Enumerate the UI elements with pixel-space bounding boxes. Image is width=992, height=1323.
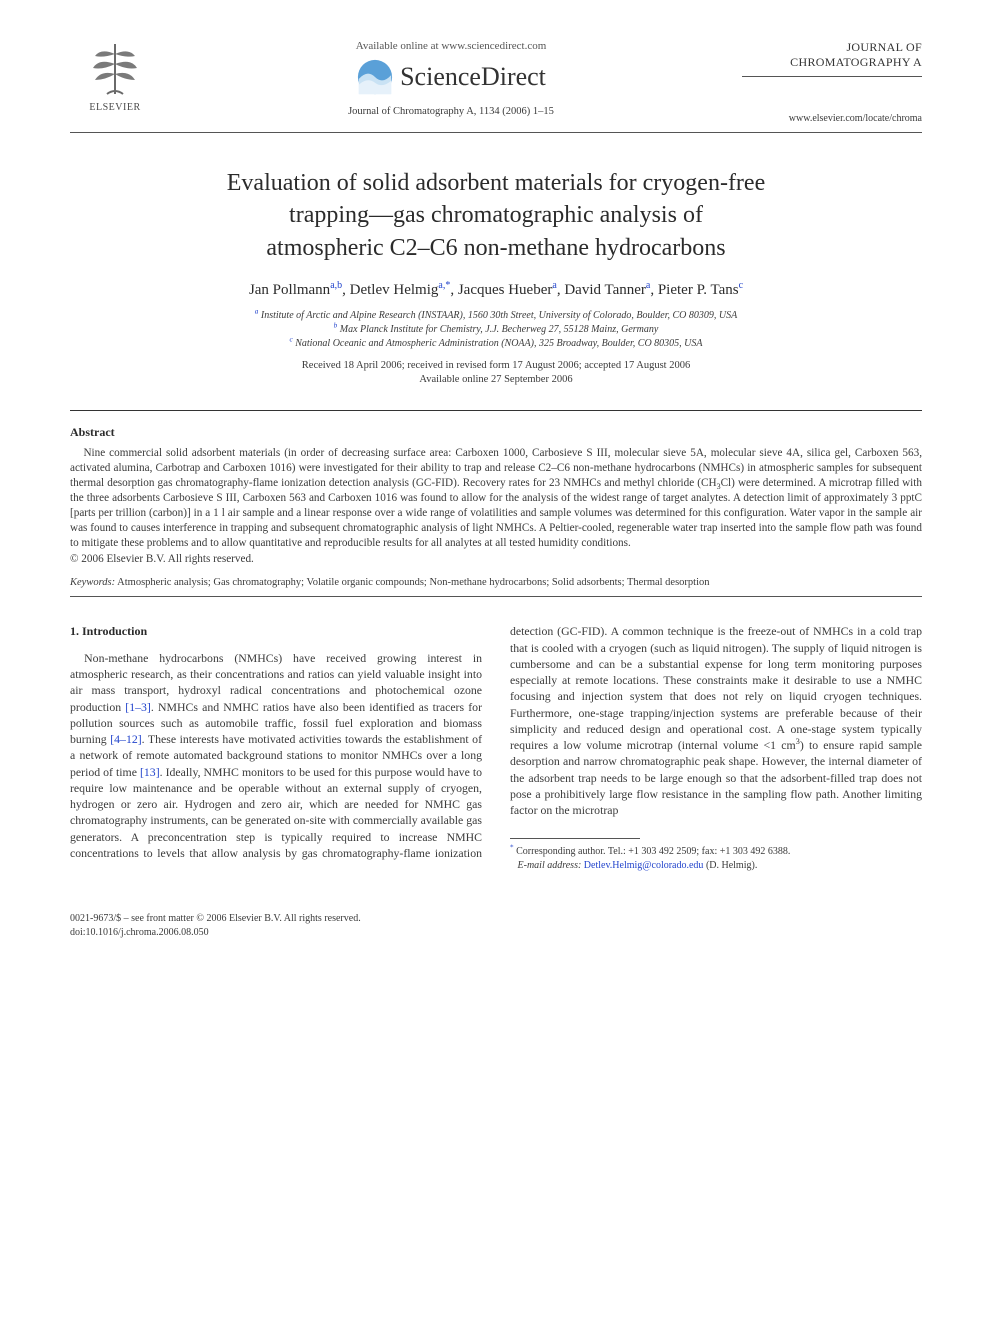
elsevier-logo: ELSEVIER xyxy=(70,40,160,113)
keywords: Keywords: Atmospheric analysis; Gas chro… xyxy=(70,577,922,588)
email-label: E-mail address: xyxy=(518,860,582,871)
abstract-top-rule xyxy=(70,410,922,411)
journal-url[interactable]: www.elsevier.com/locate/chroma xyxy=(742,113,922,124)
journal-name: JOURNAL OF CHROMATOGRAPHY A xyxy=(742,40,922,70)
header-rule xyxy=(70,132,922,133)
abstract-copyright: © 2006 Elsevier B.V. All rights reserved… xyxy=(70,553,922,565)
footnote-separator xyxy=(510,838,640,839)
doi-line: doi:10.1016/j.chroma.2006.08.050 xyxy=(70,926,922,940)
sciencedirect-logo[interactable]: ScienceDirect xyxy=(160,58,742,96)
online-date: Available online 27 September 2006 xyxy=(70,373,922,387)
journal-branding: JOURNAL OF CHROMATOGRAPHY A www.elsevier… xyxy=(742,40,922,124)
author[interactable]: Jacques Huebera xyxy=(458,282,557,298)
article-body: 1. Introduction Non-methane hydrocarbons… xyxy=(70,623,922,872)
sciencedirect-block: Available online at www.sciencedirect.co… xyxy=(160,40,742,117)
journal-rule xyxy=(742,76,922,77)
keywords-rule xyxy=(70,596,922,597)
publisher-name: ELSEVIER xyxy=(70,102,160,113)
journal-reference: Journal of Chromatography A, 1134 (2006)… xyxy=(160,106,742,117)
abstract-heading: Abstract xyxy=(70,425,922,440)
sciencedirect-wordmark: ScienceDirect xyxy=(400,62,546,92)
abstract-body: Nine commercial solid adsorbent material… xyxy=(70,446,922,552)
affiliation: b Max Planck Institute for Chemistry, J.… xyxy=(70,323,922,337)
author[interactable]: David Tannera xyxy=(564,282,650,298)
affiliation: a Institute of Arctic and Alpine Researc… xyxy=(70,309,922,323)
corresponding-email-link[interactable]: Detlev.Helmig@colorado.edu xyxy=(584,860,704,871)
received-date: Received 18 April 2006; received in revi… xyxy=(70,359,922,373)
elsevier-tree-icon xyxy=(85,40,145,100)
author-list: Jan Pollmanna,b, Detlev Helmiga,*, Jacqu… xyxy=(70,282,922,299)
available-online-text: Available online at www.sciencedirect.co… xyxy=(160,40,742,52)
keywords-label: Keywords: xyxy=(70,577,115,588)
sciencedirect-orb-icon xyxy=(356,58,394,96)
author[interactable]: Jan Pollmanna,b xyxy=(249,282,342,298)
affiliation: c National Oceanic and Atmospheric Admin… xyxy=(70,337,922,351)
section-heading: 1. Introduction xyxy=(70,623,482,640)
page-header: ELSEVIER Available online at www.science… xyxy=(70,40,922,124)
author[interactable]: Pieter P. Tansc xyxy=(658,282,743,298)
abstract-section: Abstract Nine commercial solid adsorbent… xyxy=(70,425,922,566)
article-dates: Received 18 April 2006; received in revi… xyxy=(70,359,922,387)
keywords-list: Atmospheric analysis; Gas chromatography… xyxy=(117,577,709,588)
issn-line: 0021-9673/$ – see front matter © 2006 El… xyxy=(70,912,922,926)
page-footer: 0021-9673/$ – see front matter © 2006 El… xyxy=(70,912,922,939)
article-title: Evaluation of solid adsorbent materials … xyxy=(130,167,862,264)
author[interactable]: Detlev Helmiga,* xyxy=(350,282,451,298)
affiliations: a Institute of Arctic and Alpine Researc… xyxy=(70,309,922,351)
corresponding-author: * Corresponding author. Tel.: +1 303 492… xyxy=(510,845,922,872)
intro-paragraph: Non-methane hydrocarbons (NMHCs) have re… xyxy=(70,623,922,872)
